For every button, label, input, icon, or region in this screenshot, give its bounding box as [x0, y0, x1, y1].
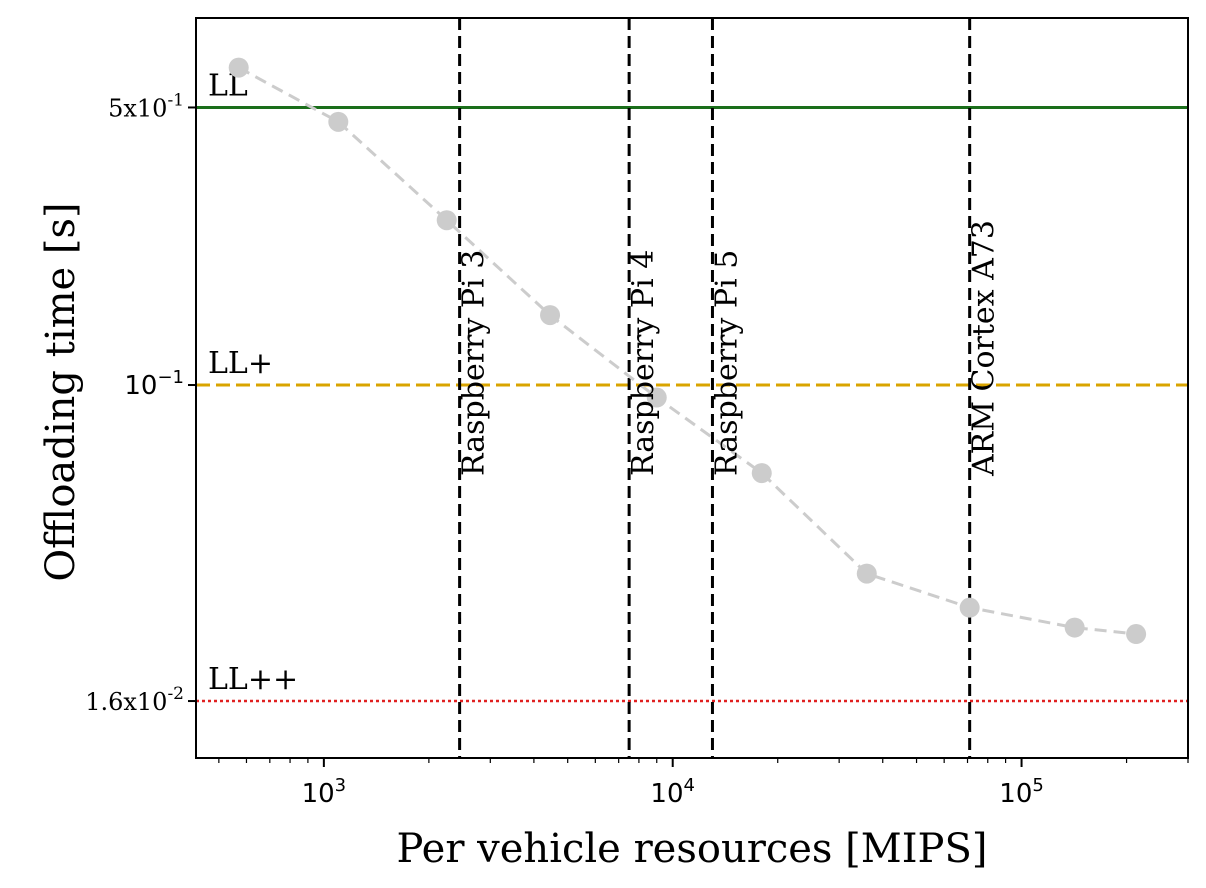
reference-lines	[196, 105, 1188, 703]
reference-line-label-ll: LL+	[208, 346, 273, 381]
data-point	[540, 305, 561, 326]
device-line-label-arm-cortex-a73: ARM Cortex A73	[967, 220, 1002, 477]
device-line-label-raspberry-pi-5: Raspberry Pi 5	[709, 250, 744, 476]
data-point	[751, 463, 772, 484]
x-axis-ticks: 103 104 105	[218, 758, 1189, 809]
y-tick-label: 10−1	[124, 367, 184, 401]
y-tick-label: 1.6x10-2	[85, 684, 184, 716]
data-point	[959, 597, 980, 618]
data-point	[328, 111, 349, 132]
device-lines	[458, 18, 972, 758]
x-tick-label: 103	[302, 775, 347, 809]
data-point	[1126, 624, 1147, 645]
data-point	[646, 387, 667, 408]
data-point	[436, 210, 457, 231]
data-point	[1064, 617, 1085, 638]
data-point	[228, 57, 249, 78]
series-line	[237, 66, 1137, 636]
device-line-labels: Raspberry Pi 3 Raspberry Pi 4 Raspberry Pi…	[457, 220, 1002, 477]
plot-frame	[195, 17, 1189, 759]
device-line-label-raspberry-pi-3: Raspberry Pi 3	[457, 250, 492, 476]
x-tick-label: 105	[999, 775, 1044, 809]
y-tick-label: 5x10-1	[108, 90, 184, 122]
device-line-label-raspberry-pi-4: Raspberry Pi 4	[626, 250, 661, 476]
reference-line-label-ll: LL++	[208, 662, 298, 697]
y-axis-title: Offloading time [s]	[38, 202, 84, 581]
data-point	[856, 563, 877, 584]
x-axis-title: Per vehicle resources [MIPS]	[397, 826, 988, 872]
data-series	[228, 57, 1147, 645]
y-axis-ticks: 5x10-1 10−1 1.6x10-2	[85, 90, 196, 716]
x-tick-label: 104	[650, 775, 695, 809]
